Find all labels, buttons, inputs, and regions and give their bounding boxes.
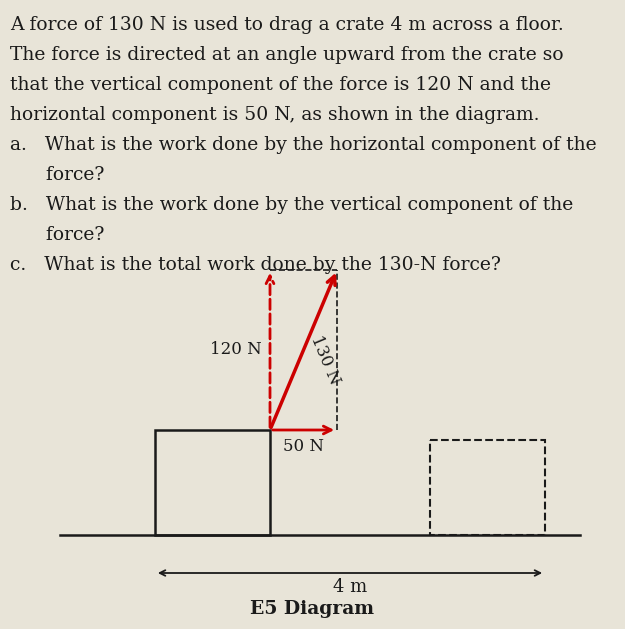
Text: 50 N: 50 N	[283, 438, 324, 455]
Text: 120 N: 120 N	[210, 342, 262, 359]
Text: 130 N: 130 N	[307, 333, 342, 387]
Text: force?: force?	[10, 226, 104, 244]
Text: a.   What is the work done by the horizontal component of the: a. What is the work done by the horizont…	[10, 136, 597, 154]
Text: b.   What is the work done by the vertical component of the: b. What is the work done by the vertical…	[10, 196, 573, 214]
Text: A force of 130 N is used to drag a crate 4 m across a floor.: A force of 130 N is used to drag a crate…	[10, 16, 564, 34]
Bar	[430, 440, 545, 535]
Bar	[155, 430, 270, 535]
Text: The force is directed at an angle upward from the crate so: The force is directed at an angle upward…	[10, 46, 564, 64]
Text: that the vertical component of the force is 120 N and the: that the vertical component of the force…	[10, 76, 551, 94]
Text: horizontal component is 50 N, as shown in the diagram.: horizontal component is 50 N, as shown i…	[10, 106, 539, 124]
Text: force?: force?	[10, 166, 104, 184]
Text: 4 m: 4 m	[333, 578, 367, 596]
Text: E5 Diagram: E5 Diagram	[250, 600, 374, 618]
Text: c.   What is the total work done by the 130-N force?: c. What is the total work done by the 13…	[10, 256, 501, 274]
